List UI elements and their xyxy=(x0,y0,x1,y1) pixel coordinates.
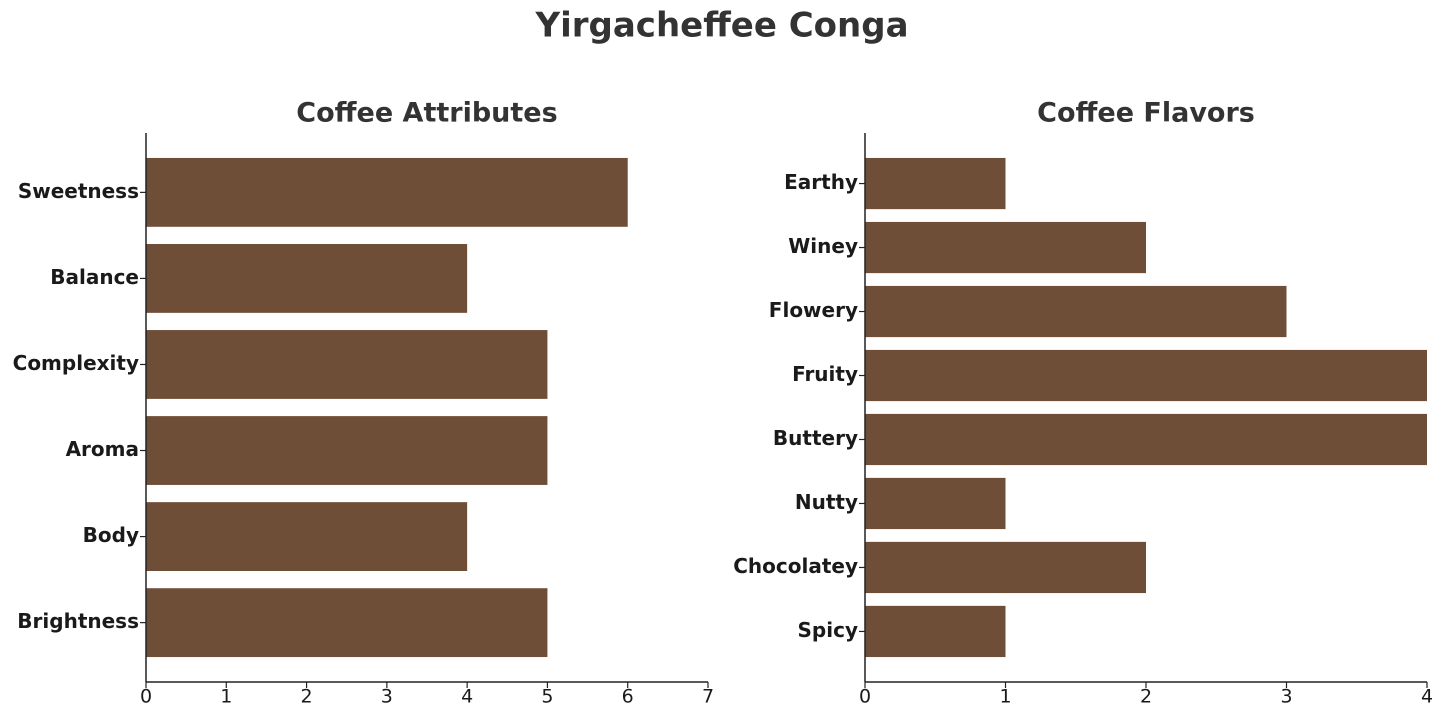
bar xyxy=(146,588,548,658)
subplot-title: Coffee Flavors xyxy=(1037,98,1255,129)
x-tick-label: 5 xyxy=(541,686,553,708)
bar xyxy=(146,244,468,313)
bar xyxy=(146,416,548,485)
x-tick-label: 3 xyxy=(381,686,393,708)
y-tick-label: Sweetness xyxy=(18,179,139,203)
x-tick-label: 4 xyxy=(1421,686,1433,708)
bar xyxy=(865,605,1006,658)
bar xyxy=(865,221,1146,274)
y-tick-label: Nutty xyxy=(795,490,858,514)
x-tick-label: 0 xyxy=(859,686,871,708)
y-tick-label: Chocolatey xyxy=(733,554,858,578)
y-tick-label: Earthy xyxy=(784,170,858,194)
y-tick-label: Fruity xyxy=(792,362,858,386)
bar xyxy=(146,330,548,399)
x-tick-label: 2 xyxy=(1140,686,1152,708)
bar xyxy=(865,541,1146,594)
y-tick-label: Flowery xyxy=(769,298,858,322)
x-tick-label: 3 xyxy=(1280,686,1292,708)
bar xyxy=(865,285,1287,338)
y-tick-label: Buttery xyxy=(773,426,858,450)
bar xyxy=(865,413,1427,466)
x-tick-label: 1 xyxy=(220,686,232,708)
y-tick-label: Complexity xyxy=(13,351,139,375)
y-tick-label: Spicy xyxy=(798,618,858,642)
x-tick-label: 6 xyxy=(622,686,634,708)
y-tick-label: Winey xyxy=(788,234,858,258)
bar xyxy=(865,477,1006,530)
bar xyxy=(146,157,628,227)
bar xyxy=(146,502,468,571)
x-tick-label: 4 xyxy=(461,686,473,708)
subplot-title: Coffee Attributes xyxy=(296,98,557,129)
x-tick-label: 1 xyxy=(999,686,1011,708)
x-tick-label: 2 xyxy=(301,686,313,708)
x-tick-label: 7 xyxy=(702,686,714,708)
y-tick-label: Aroma xyxy=(66,437,139,461)
x-tick-label: 0 xyxy=(140,686,152,708)
y-tick-label: Balance xyxy=(50,265,139,289)
y-tick-label: Body xyxy=(83,523,139,547)
y-tick-label: Brightness xyxy=(17,609,139,633)
bar xyxy=(865,157,1006,210)
bar xyxy=(865,349,1427,402)
figure-title: Yirgacheffee Conga xyxy=(534,6,908,46)
